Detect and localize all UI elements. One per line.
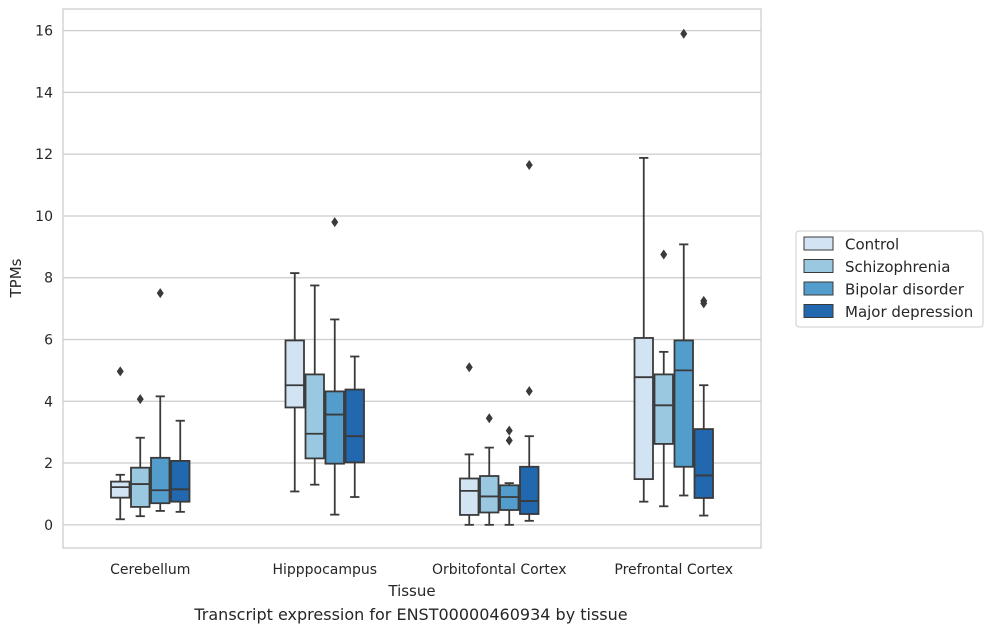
box-bipolar-disorder [673, 28, 694, 497]
chart-caption: Transcript expression for ENST0000046093… [194, 605, 628, 624]
box-iqr [633, 337, 654, 481]
legend-swatch [803, 304, 834, 318]
box-control [284, 272, 305, 493]
box-bipolar-disorder [499, 425, 520, 526]
x-tick-label: Hipppocampus [272, 562, 377, 578]
plot-area [110, 28, 714, 526]
box-iqr [459, 477, 480, 516]
gridlines [63, 29, 761, 526]
box-major-depression [344, 355, 365, 498]
outlier-point [505, 435, 513, 446]
outlier-point [505, 425, 513, 436]
box-schizophrenia [479, 413, 500, 526]
y-tick-label: 14 [35, 85, 53, 101]
x-tick-label: Orbitofontal Cortex [432, 562, 567, 578]
outlier-point [680, 28, 688, 39]
box-iqr [130, 466, 151, 508]
box-schizophrenia [653, 249, 674, 508]
x-tick-label: Prefrontal Cortex [614, 562, 733, 578]
outlier-point [331, 217, 339, 228]
box-iqr [304, 373, 325, 460]
legend-label: Bipolar disorder [845, 281, 965, 299]
legend-label: Major depression [845, 303, 973, 321]
box-major-depression [693, 295, 714, 517]
y-tick-label: 2 [44, 456, 53, 472]
box-schizophrenia [130, 394, 151, 518]
outlier-point [156, 288, 164, 299]
outlier-point [525, 159, 533, 170]
box-control [110, 366, 131, 521]
box-iqr [653, 373, 674, 445]
y-axis-label: TPMs [7, 258, 25, 298]
box-major-depression [519, 159, 540, 522]
box-iqr [150, 456, 171, 505]
legend: Control Schizophrenia Bipolar disorder Majo… [795, 230, 984, 328]
legend-swatch [803, 259, 834, 273]
y-tick-label: 10 [35, 209, 53, 225]
outlier-point [485, 413, 493, 424]
box-major-depression [170, 419, 191, 513]
y-tick-label: 16 [35, 24, 53, 40]
box-iqr [324, 390, 345, 465]
outlier-point [525, 386, 533, 397]
box-control [459, 362, 480, 526]
box-bipolar-disorder [324, 217, 345, 516]
box-iqr [110, 480, 131, 499]
legend-swatch [803, 236, 834, 251]
y-tick-label: 6 [44, 333, 53, 349]
box-iqr [673, 339, 694, 468]
outlier-point [116, 366, 124, 377]
legend-swatch [803, 281, 834, 296]
x-tick-label: Cerebellum [110, 562, 190, 578]
legend-label: Schizophrenia [845, 258, 950, 276]
box-iqr [479, 475, 500, 514]
box-iqr [344, 388, 365, 464]
outlier-point [136, 394, 144, 405]
y-tick-label: 8 [44, 271, 53, 287]
y-tick-label: 4 [44, 394, 53, 410]
outlier-point [700, 295, 708, 306]
y-tick-label: 0 [44, 518, 53, 534]
y-tick-label: 12 [35, 147, 53, 163]
box-iqr [170, 459, 191, 503]
box-iqr [284, 339, 305, 409]
legend-frame [795, 230, 984, 328]
box-iqr [519, 465, 540, 515]
plot-frame [62, 8, 762, 549]
outlier-point [660, 249, 668, 260]
x-axis-label: Tissue [387, 582, 435, 600]
box-bipolar-disorder [150, 288, 171, 512]
box-schizophrenia [304, 284, 325, 486]
axes: 0 2 4 6 8 10 12 14 16 Cerebellum Hipppocampus Orbit… [35, 24, 733, 578]
box-control [633, 156, 654, 503]
outlier-point [465, 362, 473, 373]
box-iqr [693, 428, 714, 499]
legend-label: Control [845, 236, 899, 254]
